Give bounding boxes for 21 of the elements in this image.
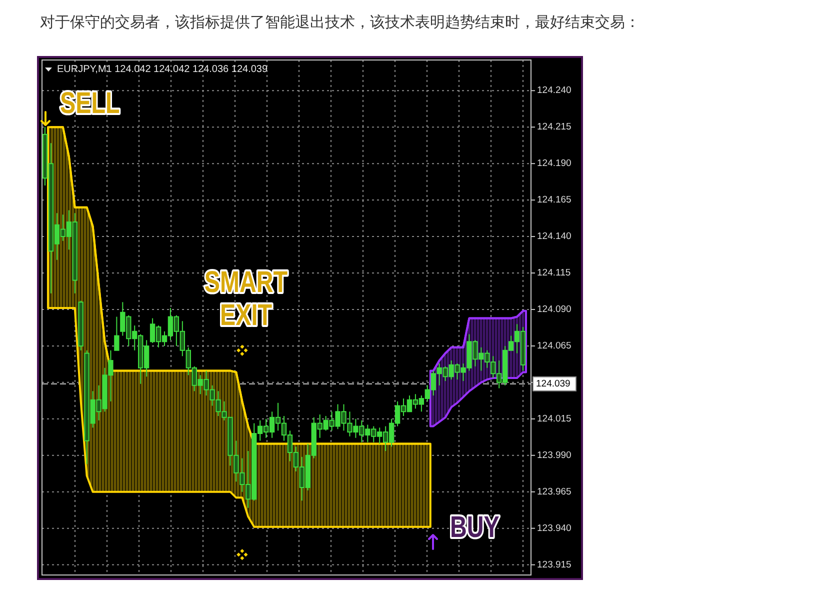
ref-line-label: 124.039	[536, 378, 570, 390]
y-tick-label: 124.140	[537, 231, 572, 242]
y-tick-label: 124.190	[537, 158, 572, 170]
y-tick-label: 123.915	[537, 559, 572, 570]
y-tick-label: 124.165	[537, 194, 572, 206]
y-tick-label: 124.065	[537, 340, 572, 352]
candlestick	[78, 300, 84, 351]
annotation: SELL	[60, 86, 120, 120]
annotation: BUY	[450, 510, 500, 544]
y-tick-label: 124.015	[537, 413, 572, 424]
y-tick-label: 123.940	[537, 522, 572, 534]
y-tick-label: 123.965	[537, 486, 572, 498]
y-tick-label: 124.215	[537, 122, 572, 133]
chart-title: 对于保守的交易者，该指标提供了智能退出技术，该技术表明趋势结束时，最好结束交易：	[40, 13, 640, 31]
annotation: SMART EXIT	[204, 265, 288, 332]
y-tick-label: 124.115	[537, 268, 571, 279]
y-tick-label: 124.240	[537, 85, 572, 96]
candlestick	[114, 316, 120, 351]
y-tick-label: 123.990	[537, 450, 572, 461]
chart-subtitle: EURJPY,M1 124.042 124.042 124.036 124.039	[57, 64, 268, 75]
y-tick-label: 124.090	[537, 304, 572, 315]
